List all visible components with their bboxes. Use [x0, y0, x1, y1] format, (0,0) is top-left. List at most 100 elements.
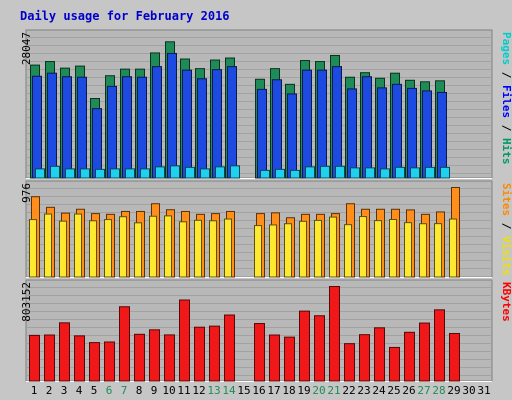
- x-tick-day-29: 29: [447, 384, 460, 397]
- x-tick-day-31: 31: [477, 384, 490, 397]
- series-legend: Sites / Visits: [500, 183, 512, 276]
- bar-kbytes-day-21: [329, 286, 340, 382]
- bar-pages-day-11: [185, 166, 195, 179]
- bar-pages-day-14: [230, 165, 240, 179]
- x-tick-day-20: 20: [312, 384, 325, 397]
- bar-files-day-13: [212, 69, 222, 179]
- bar-files-day-27: [422, 90, 432, 179]
- bar-visits-day-26: [404, 222, 412, 278]
- bar-pages-day-24: [380, 168, 390, 179]
- bar-visits-day-13: [209, 220, 217, 278]
- bar-visits-day-3: [59, 220, 67, 278]
- bar-files-day-19: [302, 69, 312, 179]
- bar-pages-day-20: [320, 165, 330, 179]
- bar-pages-day-28: [440, 166, 450, 179]
- bar-kbytes-day-2: [44, 334, 55, 382]
- bar-kbytes-day-12: [194, 326, 205, 382]
- bar-visits-day-5: [89, 220, 97, 278]
- bar-files-day-9: [152, 66, 162, 179]
- bar-visits-day-27: [419, 223, 427, 278]
- bar-kbytes-day-27: [419, 322, 430, 382]
- bar-files-day-23: [362, 76, 372, 179]
- bar-pages-day-8: [140, 168, 150, 179]
- bar-kbytes-day-20: [314, 315, 325, 382]
- x-tick-day-14: 14: [222, 384, 236, 397]
- bar-files-day-17: [272, 79, 282, 179]
- bar-pages-day-4: [80, 168, 90, 179]
- bar-visits-day-25: [389, 218, 397, 278]
- legend-part: Files: [500, 85, 512, 118]
- series-legend: Pages / Files / Hits: [500, 32, 512, 165]
- bar-visits-day-9: [149, 215, 157, 278]
- bar-files-day-16: [257, 88, 267, 179]
- bar-files-day-5: [92, 108, 102, 179]
- legend-part: Visits: [500, 236, 512, 276]
- x-tick-day-10: 10: [162, 384, 175, 397]
- series-legend: KBytes: [500, 282, 512, 322]
- bar-files-day-24: [377, 87, 387, 179]
- bar-visits-day-14: [224, 218, 232, 278]
- legend-part: Pages: [500, 32, 512, 65]
- panel-bottom: 803152 KBytes: [20, 279, 512, 382]
- y-max-label: 803152: [20, 282, 33, 322]
- bar-files-day-14: [227, 66, 237, 179]
- bar-visits-day-22: [344, 224, 352, 278]
- bar-files-day-8: [137, 76, 147, 179]
- bar-kbytes-day-16: [254, 323, 265, 382]
- bar-visits-day-20: [314, 219, 322, 278]
- bar-kbytes-day-29: [449, 332, 460, 382]
- bar-kbytes-day-10: [164, 334, 175, 382]
- bar-pages-day-21: [335, 165, 345, 179]
- bar-visits-day-23: [359, 216, 367, 278]
- bar-pages-day-2: [50, 165, 60, 179]
- x-tick-day-4: 4: [76, 384, 83, 397]
- bar-kbytes-day-23: [359, 334, 370, 382]
- bar-kbytes-day-14: [224, 314, 235, 382]
- bar-kbytes-day-5: [89, 342, 100, 382]
- bar-visits-day-2: [44, 213, 52, 278]
- x-tick-day-5: 5: [91, 384, 98, 397]
- legend-part: /: [500, 118, 512, 138]
- x-tick-day-24: 24: [372, 384, 386, 397]
- bar-pages-day-12: [200, 168, 210, 179]
- legend-part: Hits: [500, 138, 512, 165]
- bar-files-day-11: [182, 69, 192, 179]
- bar-kbytes-day-25: [389, 346, 400, 382]
- bar-kbytes-day-8: [134, 333, 145, 382]
- x-tick-day-13: 13: [207, 384, 220, 397]
- bar-pages-day-7: [125, 168, 135, 179]
- x-tick-day-2: 2: [46, 384, 53, 397]
- bar-visits-day-24: [374, 220, 382, 278]
- bar-pages-day-6: [110, 168, 120, 179]
- bar-visits-day-11: [179, 221, 187, 278]
- bar-files-day-18: [287, 93, 297, 179]
- x-tick-day-11: 11: [177, 384, 190, 397]
- bar-visits-day-17: [269, 224, 277, 278]
- panel-middle: 976 Sites / Visits: [20, 180, 512, 278]
- bar-files-day-22: [347, 88, 357, 179]
- series-kbytes: [29, 286, 460, 382]
- bar-kbytes-day-13: [209, 325, 220, 382]
- bar-files-day-21: [332, 66, 342, 179]
- bar-visits-day-12: [194, 219, 202, 278]
- bar-kbytes-day-9: [149, 329, 160, 382]
- bar-files-day-26: [407, 87, 417, 179]
- x-tick-day-17: 17: [267, 384, 280, 397]
- bar-files-day-10: [167, 52, 177, 179]
- bar-visits-day-18: [284, 223, 292, 278]
- x-tick-day-28: 28: [432, 384, 445, 397]
- x-tick-day-15: 15: [237, 384, 250, 397]
- bar-files-day-28: [437, 91, 447, 179]
- bar-visits-day-6: [104, 219, 112, 278]
- legend-part: KBytes: [500, 282, 512, 322]
- bar-kbytes-day-19: [299, 310, 310, 382]
- x-tick-day-25: 25: [387, 384, 400, 397]
- x-tick-day-26: 26: [402, 384, 415, 397]
- y-max-label: 976: [20, 183, 33, 203]
- bar-pages-day-5: [95, 168, 105, 179]
- y-max-label: 28047: [20, 32, 33, 65]
- bar-pages-day-16: [260, 169, 270, 179]
- bar-kbytes-day-24: [374, 327, 385, 382]
- x-tick-day-23: 23: [357, 384, 370, 397]
